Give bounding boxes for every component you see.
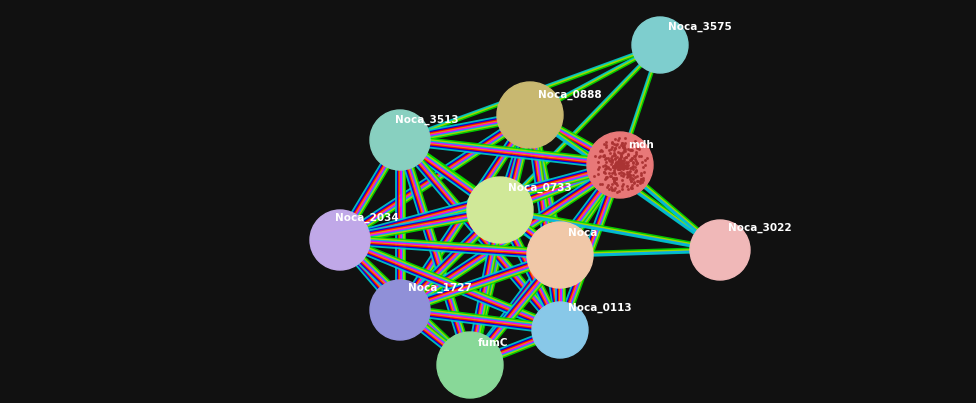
Text: fumC: fumC	[478, 338, 508, 348]
Text: Noca_0888: Noca_0888	[538, 90, 601, 100]
Circle shape	[370, 110, 430, 170]
Text: Noca_0113: Noca_0113	[568, 303, 631, 313]
Circle shape	[587, 132, 653, 198]
Circle shape	[370, 280, 430, 340]
Text: Noca_3022: Noca_3022	[728, 223, 792, 233]
Circle shape	[632, 17, 688, 73]
Text: Noca_2034: Noca_2034	[335, 213, 399, 223]
Circle shape	[690, 220, 750, 280]
Text: Noca_0733: Noca_0733	[508, 183, 572, 193]
Circle shape	[532, 302, 588, 358]
Text: Noca: Noca	[568, 228, 597, 238]
Circle shape	[437, 332, 503, 398]
Text: Noca_3513: Noca_3513	[395, 115, 459, 125]
Text: Noca_1727: Noca_1727	[408, 283, 471, 293]
Circle shape	[310, 210, 370, 270]
Circle shape	[527, 222, 593, 288]
Circle shape	[497, 82, 563, 148]
Text: Noca_3575: Noca_3575	[668, 22, 732, 32]
Circle shape	[467, 177, 533, 243]
Text: mdh: mdh	[628, 140, 654, 150]
